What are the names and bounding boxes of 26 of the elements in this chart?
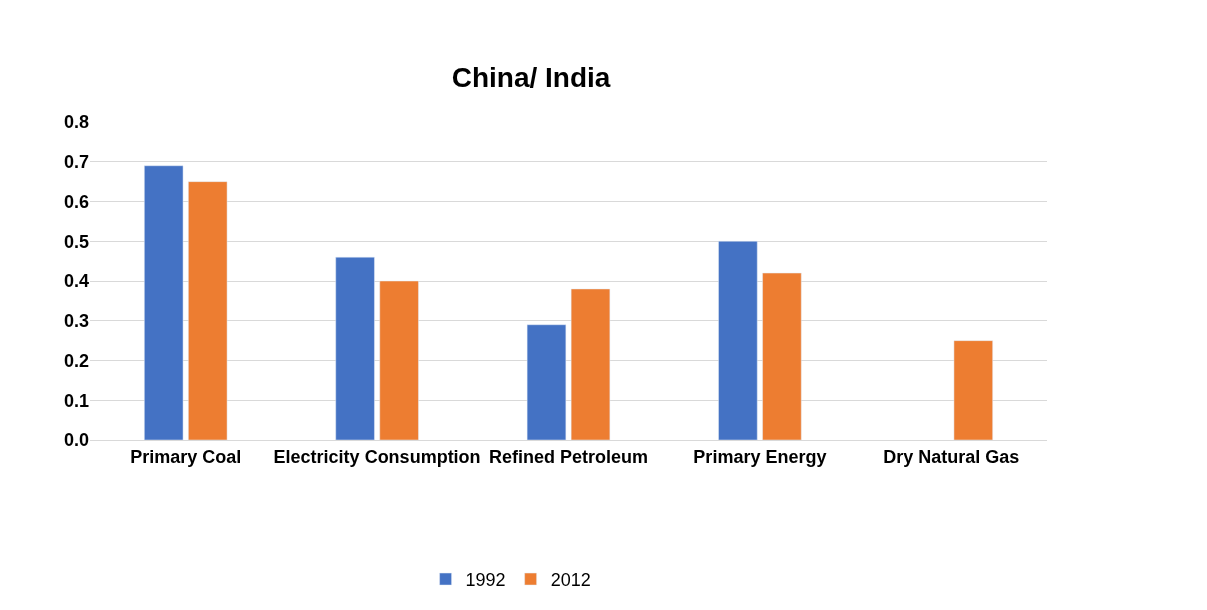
y-tick-label: 0.6: [63, 191, 89, 212]
bar: [762, 272, 802, 440]
bar: [379, 280, 419, 440]
bar: [188, 181, 228, 440]
bar: [718, 241, 758, 440]
bar: [526, 324, 567, 440]
y-tick-label: 0.0: [63, 430, 89, 451]
bar: [144, 165, 184, 440]
x-tick-label: Refined Petroleum: [488, 446, 649, 467]
chart-title: China/ India: [451, 61, 611, 93]
legend-label: 1992: [465, 570, 506, 591]
bar: [953, 340, 993, 440]
x-tick-label: Electricity Consumption: [273, 446, 481, 467]
x-tick-label: Primary Energy: [693, 446, 827, 467]
y-tick-label: 0.3: [63, 311, 89, 332]
y-tick-label: 0.7: [63, 152, 89, 173]
bar: [335, 256, 375, 440]
y-tick-label: 0.2: [63, 350, 89, 371]
y-tick-label: 0.4: [63, 271, 89, 292]
y-tick-label: 0.8: [63, 112, 89, 133]
bar: [570, 288, 611, 440]
x-tick-label: Dry Natural Gas: [883, 446, 1020, 467]
x-tick-label: Primary Coal: [130, 446, 242, 467]
y-tick-label: 0.1: [63, 390, 89, 411]
y-tick-label: 0.5: [63, 231, 89, 252]
legend-label: 2012: [550, 570, 591, 591]
